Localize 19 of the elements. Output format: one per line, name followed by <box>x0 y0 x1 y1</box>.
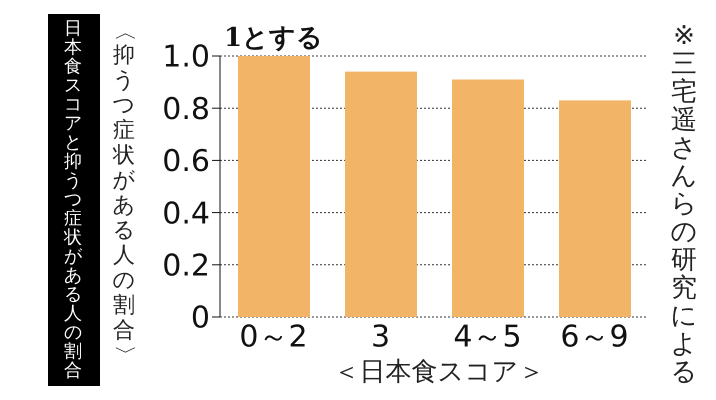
x-tick-label: 6～9 <box>560 319 629 354</box>
annotation: 1とする <box>224 23 324 53</box>
y-tick-label: 1.0 <box>162 40 210 75</box>
y-tick-label: 0.2 <box>162 248 210 284</box>
chart-title: 日本食スコアと抑うつ症状がある人の割合 <box>64 18 82 381</box>
bar <box>345 72 417 317</box>
x-axis-title: ＜日本食スコア＞ <box>332 356 546 389</box>
x-tick-label: 4～5 <box>453 319 522 354</box>
bar <box>559 100 631 317</box>
x-tick-label: 3 <box>370 319 390 354</box>
text: 〈抑うつ症状がある人の割合〉 <box>112 20 136 366</box>
y-tick-label: 0.8 <box>162 92 210 127</box>
bar <box>238 56 310 317</box>
bar <box>452 79 524 317</box>
y-tick-label: 0.4 <box>162 196 210 232</box>
x-tick-label: 0～2 <box>239 319 308 354</box>
y-tick-label: 0 <box>190 300 210 336</box>
y-tick-label: 0.6 <box>162 144 210 180</box>
text: ※三宅遥さんらの研究による <box>670 21 698 387</box>
